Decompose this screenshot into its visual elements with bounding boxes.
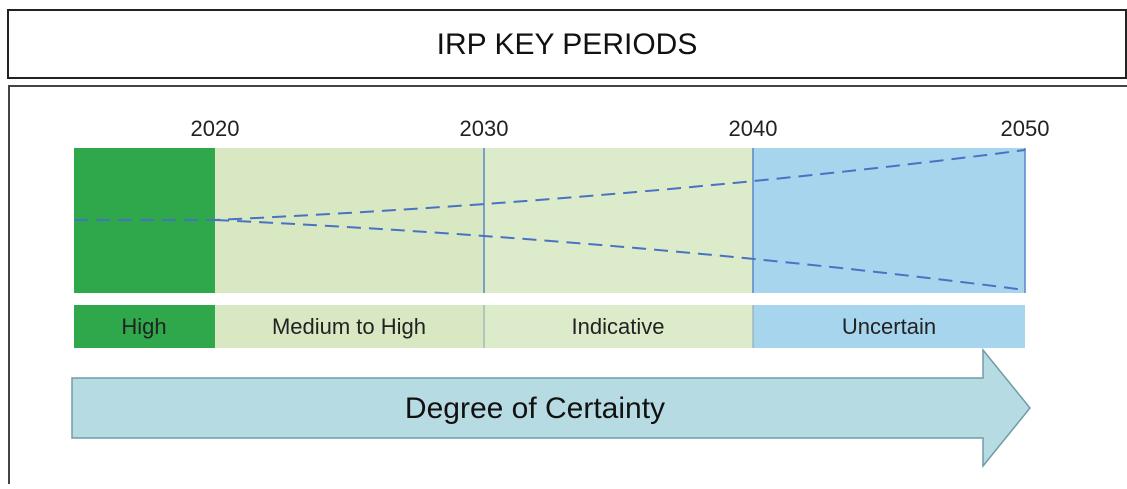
label-medium — [215, 305, 484, 348]
certainty-arrow — [71, 347, 1031, 469]
title-box — [7, 9, 1127, 79]
band-uncertain — [753, 148, 1025, 293]
label-uncertain — [753, 305, 1025, 348]
arrow-label: Degree of Certainty — [405, 392, 665, 425]
year-label: 2040 — [729, 116, 778, 141]
lower-bound — [214, 219, 1026, 291]
title: IRP KEY PERIODS — [437, 28, 698, 61]
band-indicative — [484, 148, 753, 293]
year-label: 2020 — [191, 116, 240, 141]
year-label: 2030 — [460, 116, 509, 141]
year-label: 2050 — [1001, 116, 1050, 141]
label-high — [74, 305, 215, 348]
period-label: Medium to High — [272, 314, 426, 339]
upper-bound — [74, 149, 1026, 221]
period-label: Uncertain — [842, 314, 936, 339]
period-label: Indicative — [572, 314, 665, 339]
band-medium — [215, 148, 484, 293]
label-indicative — [484, 305, 753, 348]
period-label: High — [121, 314, 166, 339]
